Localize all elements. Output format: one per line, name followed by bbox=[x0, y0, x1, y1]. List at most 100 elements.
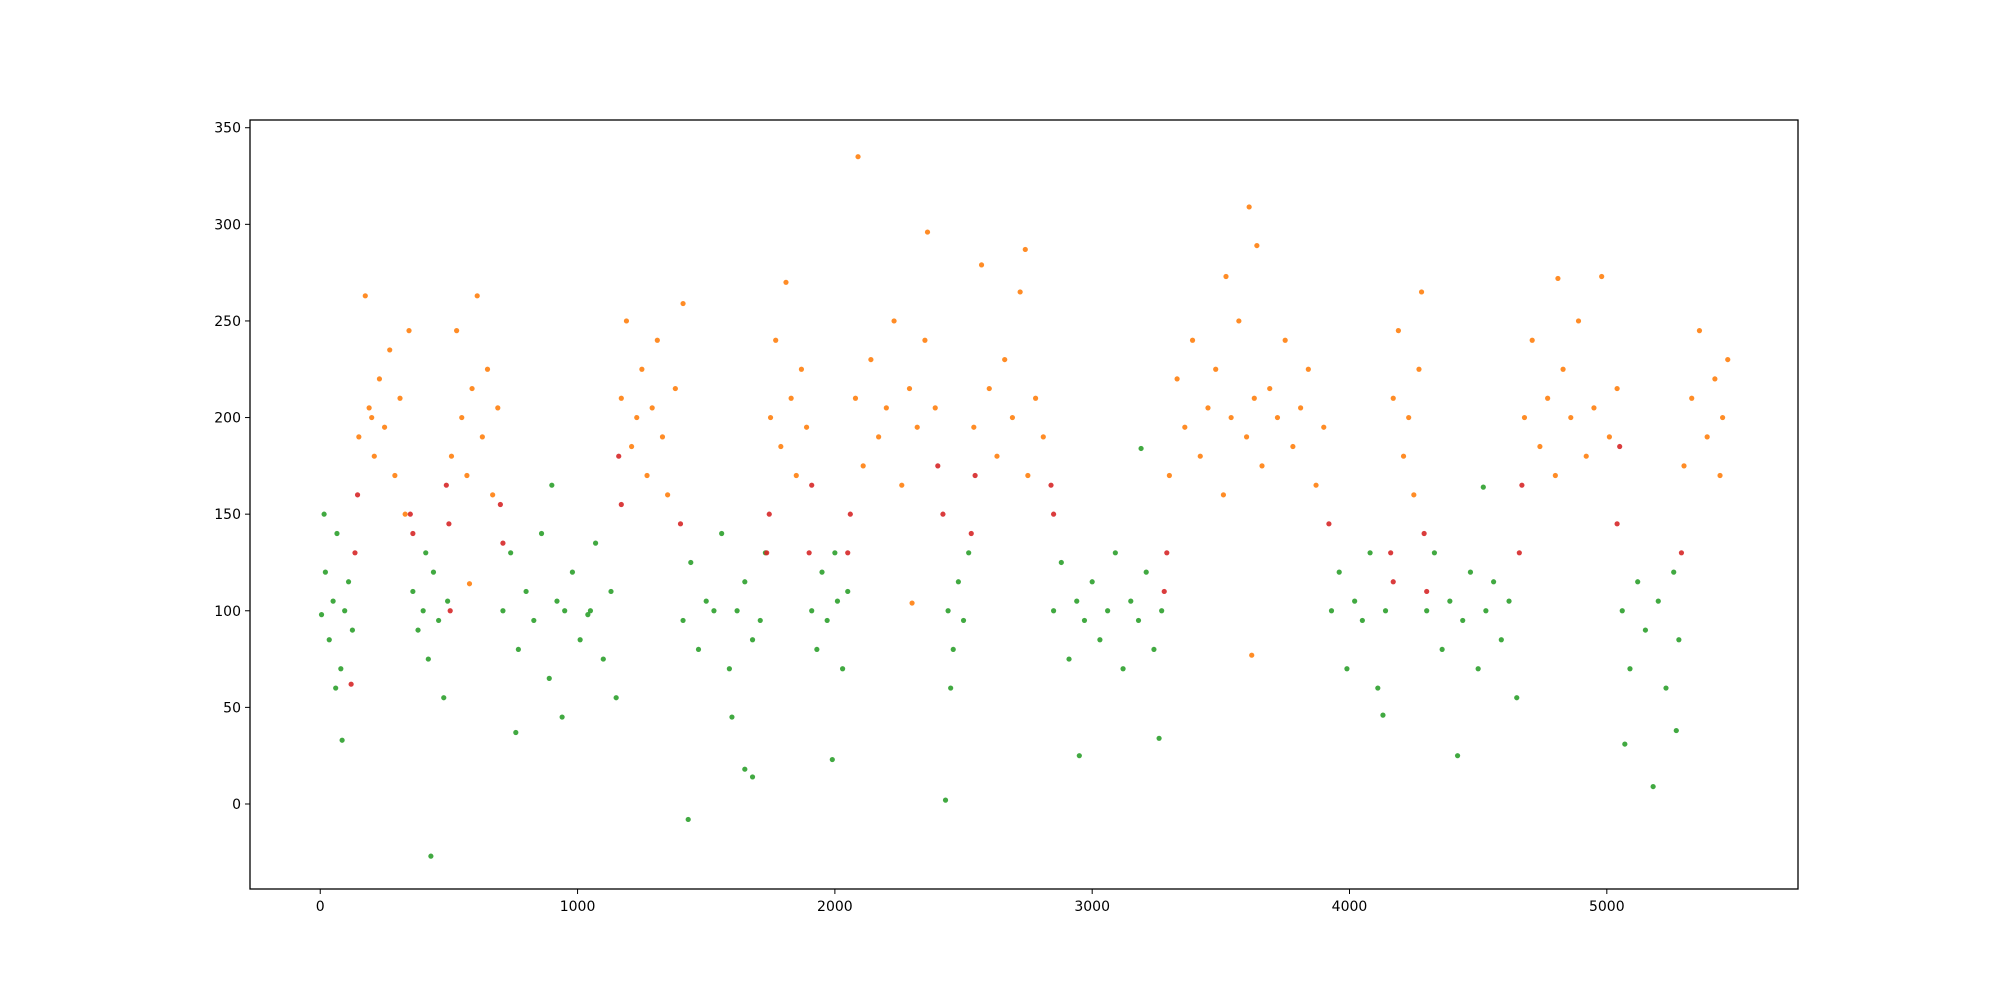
scatter-point bbox=[960, 617, 967, 624]
scatter-point bbox=[1135, 617, 1142, 624]
scatter-point bbox=[1599, 273, 1605, 280]
scatter-point bbox=[1725, 356, 1731, 363]
scatter-point bbox=[618, 501, 624, 508]
scatter-point bbox=[749, 774, 756, 780]
scatter-point bbox=[968, 530, 974, 537]
scatter-point bbox=[523, 588, 529, 595]
scatter-point bbox=[829, 756, 835, 763]
axes-frame bbox=[249, 119, 1799, 890]
scatter-point bbox=[1447, 598, 1453, 604]
scatter-point bbox=[1606, 434, 1612, 440]
scatter-point bbox=[819, 569, 825, 575]
scatter-point bbox=[500, 540, 506, 546]
scatter-point bbox=[1032, 395, 1039, 401]
scatter-point bbox=[1480, 484, 1486, 490]
x-tick-label: 2000 bbox=[817, 899, 853, 915]
scatter-point bbox=[334, 530, 340, 537]
scatter-point bbox=[1490, 579, 1497, 585]
scatter-point bbox=[845, 550, 851, 556]
scatter-point bbox=[1406, 414, 1412, 421]
scatter-point bbox=[352, 550, 358, 556]
scatter-point bbox=[1460, 617, 1466, 624]
scatter-point bbox=[321, 511, 327, 517]
scatter-point bbox=[1066, 656, 1072, 662]
scatter-point bbox=[1254, 242, 1260, 249]
scatter-point bbox=[562, 608, 568, 614]
scatter-point bbox=[1359, 617, 1365, 624]
scatter-point bbox=[495, 405, 501, 411]
y-tick-label: 200 bbox=[214, 411, 241, 427]
scatter-point bbox=[1205, 405, 1211, 411]
scatter-point bbox=[1650, 783, 1656, 790]
scatter-point bbox=[515, 646, 521, 653]
scatter-point bbox=[1326, 521, 1332, 527]
scatter-point bbox=[1022, 246, 1028, 253]
scatter-point bbox=[803, 424, 810, 430]
scatter-point bbox=[513, 729, 519, 736]
scatter-point bbox=[454, 328, 460, 334]
scatter-point bbox=[354, 492, 361, 498]
scatter-point bbox=[847, 511, 853, 517]
scatter-point bbox=[428, 853, 434, 859]
scatter-point bbox=[1627, 666, 1633, 672]
scatter-point bbox=[1395, 328, 1401, 334]
scatter-point bbox=[474, 293, 480, 299]
scatter-point bbox=[600, 656, 606, 662]
scatter-point bbox=[695, 646, 702, 653]
scatter-point bbox=[420, 608, 426, 614]
scatter-point bbox=[443, 482, 449, 488]
scatter-point bbox=[766, 511, 772, 517]
scatter-point bbox=[659, 434, 666, 440]
scatter-point bbox=[1514, 695, 1520, 701]
scatter-point bbox=[685, 816, 691, 823]
y-tick-label: 50 bbox=[223, 700, 241, 716]
scatter-point bbox=[508, 550, 514, 556]
scatter-point bbox=[639, 366, 645, 372]
scatter-point bbox=[1676, 637, 1682, 643]
scatter-point bbox=[369, 414, 375, 421]
scatter-point bbox=[711, 608, 717, 614]
scatter-point bbox=[955, 579, 961, 585]
y-tick-label: 350 bbox=[214, 121, 241, 137]
scatter-point bbox=[950, 646, 956, 653]
scatter-point bbox=[1390, 395, 1396, 401]
scatter-point bbox=[1305, 366, 1311, 372]
scatter-point bbox=[1712, 376, 1718, 382]
scatter-point bbox=[1259, 463, 1265, 469]
scatter-point bbox=[1274, 414, 1281, 421]
scatter-point bbox=[922, 337, 928, 343]
scatter-point bbox=[1213, 366, 1219, 372]
scatter-point bbox=[935, 463, 941, 469]
scatter-point bbox=[1120, 666, 1126, 672]
scatter-point bbox=[1002, 356, 1008, 363]
scatter-point bbox=[654, 337, 660, 343]
scatter-point bbox=[978, 262, 985, 268]
scatter-point bbox=[1388, 550, 1394, 556]
scatter-point bbox=[834, 598, 841, 604]
scatter-point bbox=[1663, 685, 1669, 691]
x-tick-label: 5000 bbox=[1589, 899, 1625, 915]
scatter-point bbox=[1421, 530, 1427, 537]
scatter-point bbox=[1416, 366, 1422, 372]
scatter-point bbox=[500, 608, 506, 614]
scatter-point bbox=[345, 579, 352, 585]
scatter-point bbox=[966, 550, 972, 556]
scatter-point bbox=[809, 608, 815, 614]
scatter-point bbox=[1228, 414, 1234, 421]
scatter-point bbox=[1097, 637, 1103, 643]
scatter-point bbox=[1321, 424, 1327, 430]
y-tick-label: 150 bbox=[214, 507, 241, 523]
scatter-point bbox=[338, 666, 344, 672]
scatter-point bbox=[677, 521, 684, 527]
scatter-point bbox=[448, 453, 455, 459]
scatter-point bbox=[1352, 598, 1358, 604]
scatter-point bbox=[623, 318, 630, 324]
scatter-point bbox=[415, 627, 421, 633]
scatter-point bbox=[909, 600, 915, 606]
scatter-point bbox=[1552, 472, 1558, 479]
scatter-point bbox=[852, 395, 859, 401]
scatter-point bbox=[1583, 453, 1589, 459]
scatter-point bbox=[546, 675, 552, 681]
scatter-point bbox=[899, 482, 905, 488]
